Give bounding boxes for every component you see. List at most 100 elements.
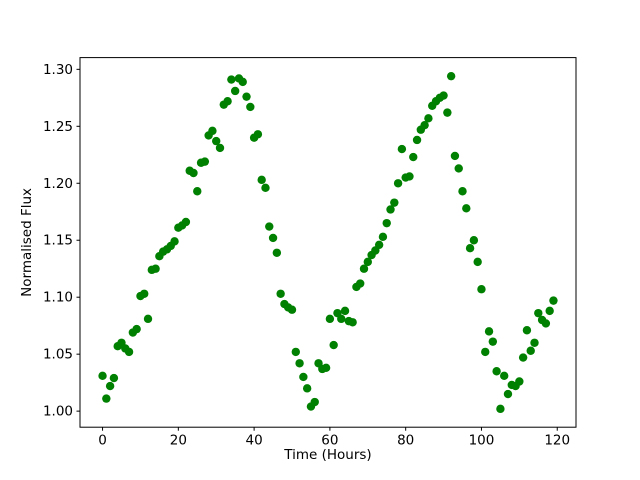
data-point: [446, 71, 456, 81]
x-tick-label: 60: [321, 433, 338, 449]
data-point: [238, 77, 247, 87]
x-tick-label: 20: [170, 433, 187, 449]
data-point: [261, 183, 270, 193]
y-axis-ticks: 1.00 1.05 1.10 1.15 1.20 1.25 1.30: [43, 62, 80, 420]
data-point: [393, 179, 403, 188]
axes-area: [80, 57, 576, 428]
data-point: [462, 204, 471, 213]
data-point: [465, 244, 475, 253]
x-tick-label: 80: [397, 433, 414, 449]
data-point: [515, 377, 524, 386]
data-point: [299, 372, 308, 382]
data-point: [227, 75, 236, 84]
data-point: [102, 394, 111, 403]
y-tick-label: 1.15: [43, 233, 73, 249]
x-tick-label: 100: [469, 433, 495, 449]
y-tick-label: 1.25: [43, 119, 73, 135]
data-point: [272, 248, 282, 257]
data-point: [200, 157, 210, 166]
axes-spines: [79, 57, 577, 428]
data-point: [348, 318, 357, 327]
data-point: [230, 86, 240, 96]
data-point: [337, 314, 346, 324]
data-point: [189, 168, 198, 178]
y-tick-label: 1.20: [43, 176, 73, 192]
data-point: [151, 264, 160, 273]
data-point: [450, 151, 460, 161]
data-point: [257, 175, 266, 185]
data-point: [287, 305, 297, 314]
data-point: [420, 120, 429, 130]
data-point: [276, 289, 285, 298]
data-point: [477, 285, 486, 294]
data-point: [246, 102, 255, 112]
data-point: [405, 172, 414, 181]
data-point: [359, 264, 369, 273]
x-axis-label: Time (Hours): [283, 447, 371, 463]
data-point: [329, 340, 338, 350]
data-point: [454, 164, 463, 173]
data-point: [140, 289, 149, 298]
data-point: [143, 314, 153, 324]
data-point: [503, 389, 513, 399]
data-point: [124, 347, 134, 357]
data-point: [541, 319, 551, 328]
data-point: [321, 363, 331, 373]
y-tick-label: 1.05: [43, 347, 73, 363]
data-point: [295, 359, 304, 368]
data-point: [458, 187, 467, 196]
data-point: [302, 384, 312, 393]
data-point: [439, 91, 448, 100]
data-point: [223, 97, 232, 106]
x-tick-label: 0: [98, 433, 107, 449]
x-tick-label: 40: [246, 433, 263, 449]
data-point: [208, 126, 217, 136]
data-point: [268, 233, 278, 243]
data-point: [170, 237, 179, 246]
data-point: [496, 404, 505, 414]
y-axis-label: Normalised Flux: [19, 188, 35, 297]
data-point: [500, 371, 509, 381]
x-tick-label: 120: [544, 433, 570, 449]
data-point: [132, 324, 141, 334]
data-point: [518, 353, 528, 362]
data-point: [310, 397, 319, 407]
data-point: [522, 326, 532, 335]
data-point: [325, 314, 335, 324]
data-point: [215, 143, 225, 153]
data-point: [98, 371, 107, 381]
data-point: [545, 306, 554, 316]
data-point: [397, 144, 407, 154]
data-point: [374, 240, 384, 249]
data-point: [363, 257, 372, 267]
data-point: [105, 381, 115, 391]
data-point: [424, 114, 433, 123]
data-point: [265, 222, 274, 231]
data-point: [382, 218, 391, 228]
data-point: [412, 135, 422, 145]
data-point: [473, 257, 482, 267]
data-point: [378, 232, 388, 242]
y-tick-label: 1.00: [43, 404, 73, 420]
data-points: [98, 71, 558, 414]
data-point: [181, 217, 191, 227]
data-point: [443, 108, 452, 117]
data-point: [242, 92, 251, 101]
data-point: [409, 152, 418, 162]
data-point: [340, 306, 350, 316]
data-point: [526, 346, 535, 355]
data-point: [469, 236, 479, 245]
x-axis-ticks: 0 20 40 60 80 100 120: [98, 427, 570, 449]
data-point: [212, 136, 221, 146]
data-point: [386, 205, 395, 214]
data-point: [530, 338, 539, 347]
y-tick-label: 1.30: [43, 62, 73, 78]
data-point: [488, 337, 498, 346]
data-point: [356, 279, 365, 288]
y-tick-label: 1.10: [43, 290, 73, 306]
data-point: [481, 347, 490, 357]
data-point: [109, 373, 119, 383]
data-point: [492, 367, 501, 376]
